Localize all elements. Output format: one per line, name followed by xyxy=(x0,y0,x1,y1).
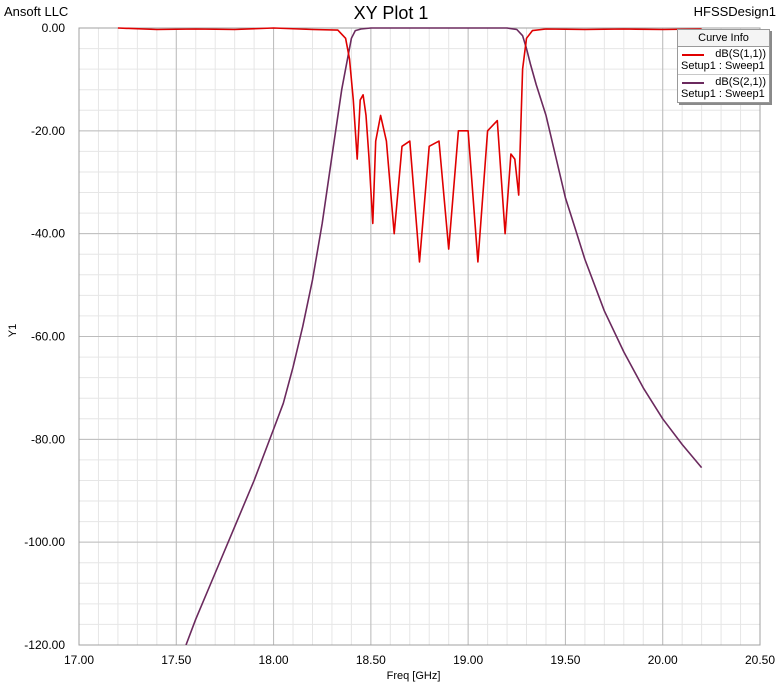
curve-info-legend[interactable]: Curve Info dB(S(1,1)) Setup1 : Sweep1 dB… xyxy=(677,29,770,103)
legend-item-s21[interactable]: dB(S(2,1)) Setup1 : Sweep1 xyxy=(678,75,769,102)
legend-swatch-s21 xyxy=(682,82,704,84)
x-tick-label: 17.00 xyxy=(64,653,94,667)
y-tick-label: -20.00 xyxy=(31,124,65,138)
legend-title: Curve Info xyxy=(678,30,769,47)
y-tick-label: -120.00 xyxy=(24,638,65,652)
x-tick-label: 20.00 xyxy=(648,653,678,667)
y-tick-label: 0.00 xyxy=(42,21,66,35)
x-tick-label: 18.50 xyxy=(356,653,386,667)
series-line-s11 xyxy=(117,27,702,263)
x-tick-label: 17.50 xyxy=(161,653,191,667)
design-name: HFSSDesign1 xyxy=(693,4,776,19)
x-axis-label: Freq [GHz] xyxy=(387,670,441,682)
series-line-s21 xyxy=(185,27,703,645)
company-label: Ansoft LLC xyxy=(4,4,69,19)
chart-title: XY Plot 1 xyxy=(353,3,429,23)
legend-name-s21: dB(S(2,1)) xyxy=(715,76,766,88)
x-tick-label: 19.00 xyxy=(453,653,483,667)
x-tick-label: 18.00 xyxy=(259,653,289,667)
legend-setup-s11: Setup1 : Sweep1 xyxy=(681,60,765,72)
y-tick-label: -100.00 xyxy=(24,535,65,549)
x-tick-label: 20.50 xyxy=(745,653,775,667)
legend-item-s11[interactable]: dB(S(1,1)) Setup1 : Sweep1 xyxy=(678,47,769,75)
legend-name-s11: dB(S(1,1)) xyxy=(715,48,766,60)
y-tick-label: -80.00 xyxy=(31,432,65,446)
y-tick-label: -40.00 xyxy=(31,227,65,241)
y-axis-label: Y1 xyxy=(7,324,19,337)
y-tick-label: -60.00 xyxy=(31,330,65,344)
legend-swatch-s11 xyxy=(682,54,704,56)
x-tick-label: 19.50 xyxy=(550,653,580,667)
legend-setup-s21: Setup1 : Sweep1 xyxy=(681,88,765,100)
